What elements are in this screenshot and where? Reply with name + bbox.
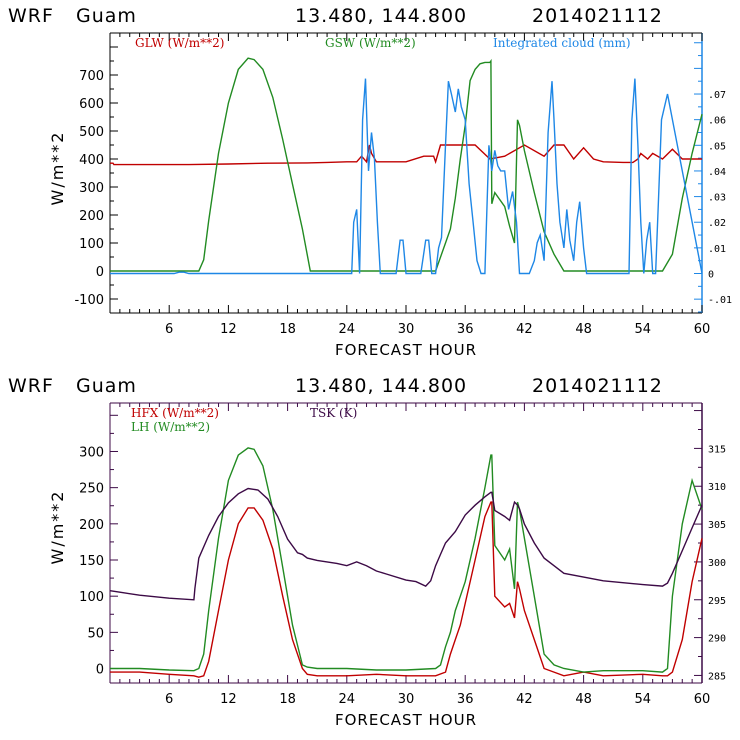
- top-y2tick-label: .01: [708, 244, 726, 255]
- top-xtick-label: 30: [398, 322, 415, 337]
- legend-tsk: TSK (K): [310, 406, 357, 420]
- bottom-y2tick-label: 305: [708, 520, 726, 531]
- bottom-xtick-label: 12: [220, 692, 237, 707]
- bottom-y2tick-label: 315: [708, 444, 726, 455]
- top-y2tick-label: .07: [708, 90, 726, 101]
- bottom-y2tick-label: 300: [708, 558, 726, 569]
- legend-gsw: GSW (W/m**2): [325, 36, 416, 50]
- bottom-ytick-label: 150: [79, 554, 104, 569]
- top-ytick-label: 600: [79, 97, 104, 112]
- bottom-header-coords: 13.480, 144.800: [295, 375, 467, 397]
- bottom-panel: 6 12 18 24 30 36 42 48 54 60 0 50 100 150 200 250 300 285…: [79, 402, 726, 707]
- bottom-y2tick-label: 290: [708, 634, 726, 645]
- bottom-ytick-label: 0: [96, 663, 104, 678]
- top-header-coords: 13.480, 144.800: [295, 5, 467, 27]
- top-series-glw-line: [110, 144, 702, 166]
- top-xtick-label: 12: [220, 322, 237, 337]
- bottom-header-site: Guam: [76, 375, 137, 397]
- top-y2tick-label: .05: [708, 141, 726, 152]
- top-ytick-label: -100: [74, 293, 104, 308]
- bottom-header-run: 2014021112: [532, 375, 663, 397]
- top-xtick-label: 42: [516, 322, 533, 337]
- top-xtick-label: 48: [575, 322, 592, 337]
- top-xtick-label: 60: [694, 322, 711, 337]
- top-xtick-label: 36: [457, 322, 474, 337]
- top-ytick-label: 200: [79, 209, 104, 224]
- top-xtick-label: 24: [339, 322, 356, 337]
- bottom-xtick-label: 54: [635, 692, 652, 707]
- bottom-ytick-label: 100: [79, 590, 104, 605]
- bottom-header-model: WRF: [8, 375, 54, 397]
- legend-cloud: Integrated cloud (mm): [493, 36, 631, 50]
- bottom-xtick-label: 42: [516, 692, 533, 707]
- top-xlabel: FORECAST HOUR: [335, 341, 477, 359]
- top-ytick-label: 100: [79, 237, 104, 252]
- bottom-series-tsk-line: [109, 487, 703, 601]
- top-xtick-label: 54: [635, 322, 652, 337]
- top-y2tick-label: .04: [708, 167, 726, 178]
- bottom-xtick-label: 48: [575, 692, 592, 707]
- top-xtick-label: 6: [165, 322, 173, 337]
- bottom-y2tick-label: 285: [708, 671, 726, 682]
- top-y2tick-label: 0: [708, 270, 714, 281]
- bottom-ytick-label: 250: [79, 482, 104, 497]
- top-y2tick-label: .06: [708, 116, 726, 127]
- top-ytick-label: 500: [79, 125, 104, 140]
- legend-hfx: HFX (W/m**2): [131, 406, 219, 420]
- top-ylabel: W/m**2: [48, 131, 67, 206]
- bottom-xlabel: FORECAST HOUR: [335, 711, 477, 729]
- top-ytick-label: 300: [79, 181, 104, 196]
- top-ytick-label: 400: [79, 153, 104, 168]
- bottom-y2tick-label: 310: [708, 482, 726, 493]
- top-panel: 6 12 18 24 30 36 42 48 54 60 -100 0 100 200 300 400 500 6…: [74, 32, 732, 337]
- bottom-xtick-label: 60: [694, 692, 711, 707]
- top-series-gsw-line: [110, 57, 703, 272]
- bottom-xtick-label: 30: [398, 692, 415, 707]
- top-xtick-label: 18: [279, 322, 296, 337]
- top-y2tick-label: -.01: [708, 295, 732, 306]
- bottom-ylabel: W/m**2: [48, 490, 67, 565]
- top-series-integrated-line: [110, 78, 703, 275]
- bottom-series-hfx-line: [110, 501, 703, 678]
- bottom-xtick-label: 6: [165, 692, 173, 707]
- top-header-site: Guam: [76, 5, 137, 27]
- top-ytick-label: 0: [96, 265, 104, 280]
- bottom-series-lh-line: [110, 447, 703, 673]
- bottom-y2tick-label: 295: [708, 596, 726, 607]
- legend-glw: GLW (W/m**2): [135, 36, 224, 50]
- bottom-xtick-label: 24: [339, 692, 356, 707]
- bottom-ytick-label: 200: [79, 518, 104, 533]
- bottom-xtick-label: 18: [279, 692, 296, 707]
- legend-lh: LH (W/m**2): [131, 420, 210, 434]
- top-ytick-label: 700: [79, 69, 104, 84]
- top-y2tick-label: .03: [708, 193, 726, 204]
- bottom-ytick-label: 50: [87, 626, 104, 641]
- top-header-run: 2014021112: [532, 5, 663, 27]
- top-y2tick-label: .02: [708, 218, 726, 229]
- bottom-ytick-label: 300: [79, 445, 104, 460]
- top-header-model: WRF: [8, 5, 54, 27]
- bottom-xtick-label: 36: [457, 692, 474, 707]
